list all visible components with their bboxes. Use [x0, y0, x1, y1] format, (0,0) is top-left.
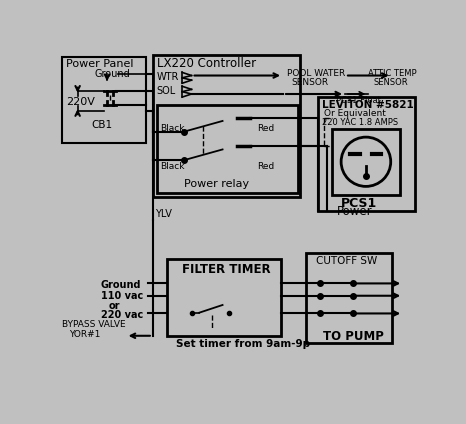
Text: 220 YAC 1.8 AMPS: 220 YAC 1.8 AMPS [322, 118, 398, 127]
Text: YLV: YLV [155, 209, 172, 219]
Text: LX220 Controller: LX220 Controller [157, 57, 256, 70]
Text: PCS1: PCS1 [341, 197, 377, 210]
Text: Ground: Ground [101, 280, 141, 290]
Text: Power Panel: Power Panel [66, 59, 133, 70]
Text: SENSOR: SENSOR [292, 78, 329, 87]
Text: PCS1 Float: PCS1 Float [336, 95, 381, 105]
Text: Ground: Ground [95, 69, 130, 78]
Text: FILTER TIMER: FILTER TIMER [182, 263, 271, 276]
Bar [332, 129, 400, 195]
Bar [157, 105, 298, 193]
Text: 110 vac: 110 vac [101, 291, 143, 301]
Text: WTR: WTR [157, 72, 179, 82]
Text: SENSOR: SENSOR [374, 78, 408, 87]
Text: Black: Black [161, 162, 185, 171]
Text: SOL: SOL [157, 86, 176, 95]
Text: Set timer from 9am-9p: Set timer from 9am-9p [176, 339, 310, 349]
Text: POOL WATER: POOL WATER [287, 69, 345, 78]
Text: or: or [109, 301, 120, 311]
Text: BYPASS VALVE: BYPASS VALVE [62, 321, 126, 329]
Bar [306, 253, 391, 343]
Text: Or Equivalent: Or Equivalent [324, 109, 386, 118]
Text: YOR#1: YOR#1 [69, 329, 101, 339]
Bar [167, 259, 281, 336]
Text: CB1: CB1 [92, 120, 113, 130]
Text: 220 vac: 220 vac [101, 310, 143, 321]
Bar [153, 55, 300, 197]
Bar [318, 97, 415, 211]
Text: ATTIC TEMP: ATTIC TEMP [368, 69, 417, 78]
Text: Red: Red [257, 162, 274, 171]
Text: Black: Black [161, 124, 185, 133]
Text: TO PUMP: TO PUMP [323, 329, 384, 343]
Text: LEVITON #5821: LEVITON #5821 [322, 100, 413, 110]
Text: Power: Power [337, 205, 373, 218]
Text: 220V: 220V [66, 97, 95, 107]
Text: Power relay: Power relay [184, 179, 249, 190]
Text: Red: Red [257, 124, 274, 133]
Bar [62, 57, 146, 143]
Text: CUTOFF SW: CUTOFF SW [315, 256, 377, 266]
